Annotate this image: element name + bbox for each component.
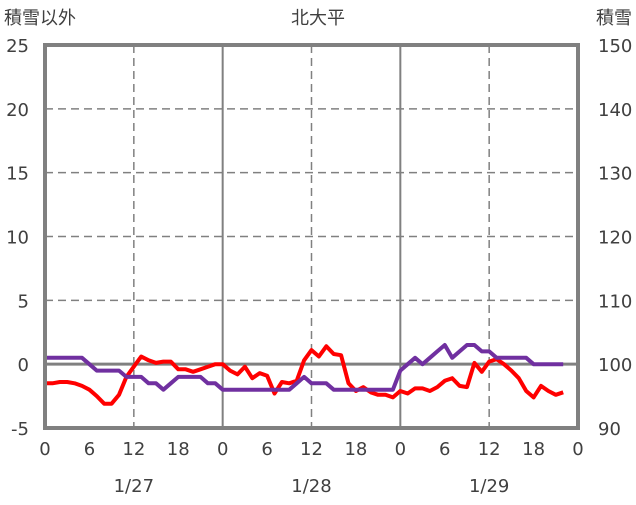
x-tick-label: 6	[439, 439, 450, 460]
x-tick-label: 12	[478, 439, 501, 460]
x-tick-label: 0	[39, 439, 50, 460]
y-tick-right: 150	[598, 36, 632, 57]
y-tick-left: 10	[6, 228, 29, 249]
chart-title: 北大平	[291, 8, 345, 29]
x-tick-label: 6	[261, 439, 272, 460]
date-label: 1/28	[291, 476, 331, 497]
plot-border	[43, 43, 580, 430]
x-tick-label: 6	[84, 439, 95, 460]
x-tick-label: 18	[522, 439, 545, 460]
x-tick-label: 12	[122, 439, 145, 460]
y-tick-left: 20	[6, 100, 29, 121]
x-tick-label: 0	[217, 439, 228, 460]
series-line-right	[45, 343, 564, 392]
x-tick-label: 18	[167, 439, 190, 460]
y-tick-right: 100	[598, 355, 632, 376]
y-tick-left: 0	[18, 355, 29, 376]
left-axis-title: 積雪以外	[4, 8, 76, 29]
y-tick-left: 5	[18, 291, 29, 312]
x-tick-label: 0	[572, 439, 583, 460]
x-tick-label: 12	[300, 439, 323, 460]
y-tick-right: 120	[598, 228, 632, 249]
date-label: 1/29	[469, 476, 509, 497]
right-axis-title: 積雪	[596, 8, 632, 29]
y-tick-right: 130	[598, 164, 632, 185]
x-tick-label: 18	[344, 439, 367, 460]
y-tick-right: 110	[598, 291, 632, 312]
y-tick-left: 25	[6, 36, 29, 57]
y-tick-left: -5	[11, 419, 29, 440]
x-tick-label: 0	[395, 439, 406, 460]
date-label: 1/27	[114, 476, 154, 497]
y-tick-right: 90	[598, 419, 621, 440]
y-tick-left: 15	[6, 164, 29, 185]
series-line-left	[45, 344, 564, 406]
y-tick-right: 140	[598, 100, 632, 121]
